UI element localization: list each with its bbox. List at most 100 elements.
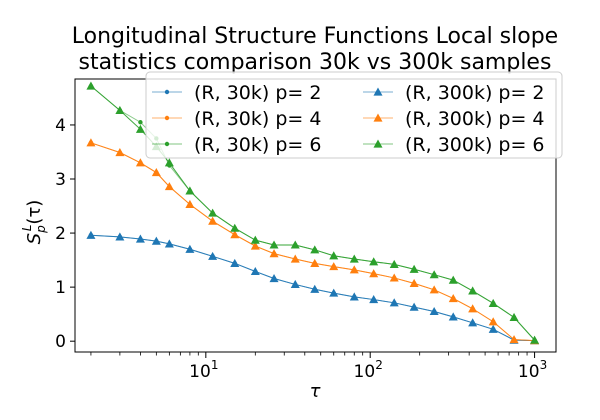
- legend-entry: (R, 300k) p= 6: [363, 134, 545, 156]
- legend-entry: (R, 30k) p= 4: [152, 108, 321, 130]
- legend-entry: (R, 300k) p= 4: [363, 108, 545, 130]
- data-point-triangle: [230, 230, 240, 239]
- data-point-triangle: [269, 249, 279, 258]
- legend-marker: [164, 89, 170, 95]
- data-point-triangle: [164, 158, 174, 167]
- x-tick-label-base: 10: [189, 362, 211, 382]
- legend-label: (R, 300k) p= 2: [405, 82, 545, 104]
- data-point-triangle: [329, 262, 339, 271]
- series-5: [86, 138, 540, 345]
- data-point-triangle: [290, 254, 300, 263]
- legend-label: (R, 30k) p= 6: [194, 134, 321, 156]
- data-point-triangle: [115, 232, 125, 241]
- data-point-triangle: [409, 264, 419, 273]
- legend-marker: [164, 141, 170, 147]
- legend-entry: (R, 30k) p= 2: [152, 82, 321, 104]
- data-point-triangle: [151, 236, 161, 245]
- legend-label: (R, 300k) p= 4: [405, 108, 545, 130]
- x-tick-label-exponent: 3: [540, 358, 548, 372]
- legend: (R, 30k) p= 2 (R, 30k) p= 4 (R, 30k) p= 6 (…: [145, 71, 563, 159]
- series-layer: [86, 81, 540, 345]
- legend-marker: [373, 113, 383, 122]
- data-point-dot: [138, 120, 143, 125]
- legend-marker: [373, 139, 383, 148]
- data-point-triangle: [369, 269, 379, 278]
- data-point-triangle: [310, 258, 320, 267]
- data-point-triangle: [488, 317, 498, 326]
- x-tick-label-base: 10: [354, 362, 376, 382]
- legend-label: (R, 30k) p= 4: [194, 108, 321, 130]
- data-point-triangle: [509, 335, 519, 344]
- data-point-triangle: [208, 251, 218, 260]
- data-point-triangle: [290, 279, 300, 289]
- data-point-triangle: [448, 312, 458, 321]
- data-point-triangle: [369, 295, 379, 304]
- y-axis-label: SpL(τ): [20, 200, 48, 245]
- y-tick-label: 2: [55, 224, 66, 244]
- y-axis-label-argument: (τ): [24, 200, 45, 225]
- data-point-triangle: [509, 312, 519, 322]
- x-tick-label: 102: [354, 358, 383, 382]
- data-point-triangle: [468, 286, 478, 295]
- data-point-triangle: [389, 259, 399, 269]
- x-tick-label: 101: [189, 358, 218, 382]
- data-point-triangle: [329, 288, 339, 297]
- data-point-triangle: [329, 251, 339, 260]
- data-point-triangle: [208, 216, 218, 225]
- data-point-triangle: [369, 257, 379, 266]
- x-tick-label-exponent: 2: [375, 358, 383, 372]
- data-point-triangle: [269, 273, 279, 283]
- data-point-triangle: [448, 293, 458, 303]
- data-point-triangle: [86, 138, 96, 147]
- data-point-triangle: [349, 265, 359, 274]
- data-point-triangle: [409, 302, 419, 311]
- data-point-triangle: [429, 285, 439, 294]
- data-point-triangle: [269, 240, 279, 249]
- data-point-triangle: [250, 241, 260, 250]
- data-point-triangle: [151, 168, 161, 177]
- data-point-triangle: [115, 148, 125, 157]
- chart-title-line-1: Longitudinal Structure Functions Local s…: [72, 24, 558, 49]
- x-axis-label: τ: [310, 381, 321, 402]
- legend-marker: [164, 115, 170, 121]
- data-point-triangle: [530, 335, 540, 344]
- chart-title-line-2: statistics comparison 30k vs 300k sample…: [79, 50, 552, 75]
- data-point-triangle: [429, 306, 439, 316]
- data-point-triangle: [185, 199, 195, 209]
- legend-entry: (R, 300k) p= 2: [363, 82, 545, 104]
- data-point-triangle: [488, 324, 498, 333]
- data-point-triangle: [349, 254, 359, 263]
- x-tick-label-exponent: 1: [211, 358, 219, 372]
- data-point-triangle: [250, 235, 260, 244]
- series-4: [86, 230, 540, 345]
- data-point-triangle: [230, 258, 240, 267]
- legend-entry: (R, 30k) p= 6: [152, 134, 321, 156]
- data-point-triangle: [429, 270, 439, 279]
- data-point-triangle: [135, 234, 145, 243]
- legend-label: (R, 30k) p= 2: [194, 82, 321, 104]
- y-axis-label-symbol: S: [24, 233, 45, 244]
- data-point-triangle: [86, 230, 96, 239]
- data-point-triangle: [409, 278, 419, 287]
- data-point-triangle: [230, 223, 240, 232]
- data-point-triangle: [389, 273, 399, 282]
- data-point-triangle: [135, 124, 145, 133]
- data-point-triangle: [448, 275, 458, 284]
- data-point-triangle: [86, 81, 96, 90]
- data-point-triangle: [185, 186, 195, 195]
- x-tick-label-base: 10: [518, 362, 540, 382]
- y-axis-label-superscript: L: [20, 225, 34, 232]
- data-point-triangle: [468, 318, 478, 327]
- data-point-triangle: [310, 284, 320, 293]
- data-point-triangle: [164, 239, 174, 248]
- legend-label: (R, 300k) p= 6: [405, 134, 545, 156]
- y-tick-label: 0: [55, 332, 66, 352]
- legend-marker: [373, 87, 383, 96]
- data-point-triangle: [389, 298, 399, 307]
- data-point-triangle: [468, 304, 478, 313]
- data-point-triangle: [310, 245, 320, 254]
- data-point-triangle: [349, 292, 359, 301]
- y-axis-label-subscript: p: [34, 225, 48, 234]
